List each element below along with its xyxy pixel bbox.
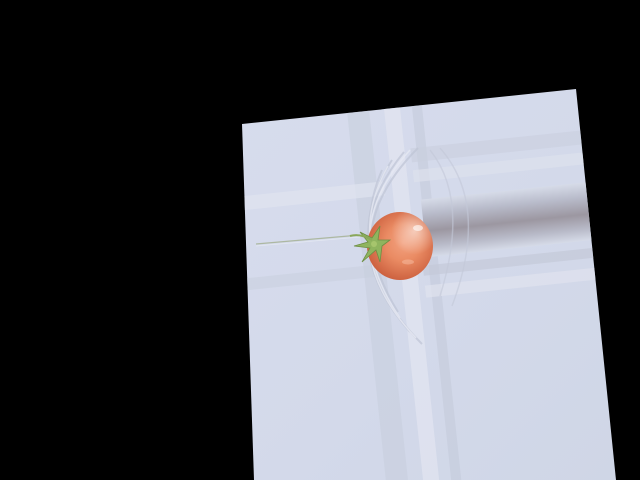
tomato-icon [349,212,433,280]
